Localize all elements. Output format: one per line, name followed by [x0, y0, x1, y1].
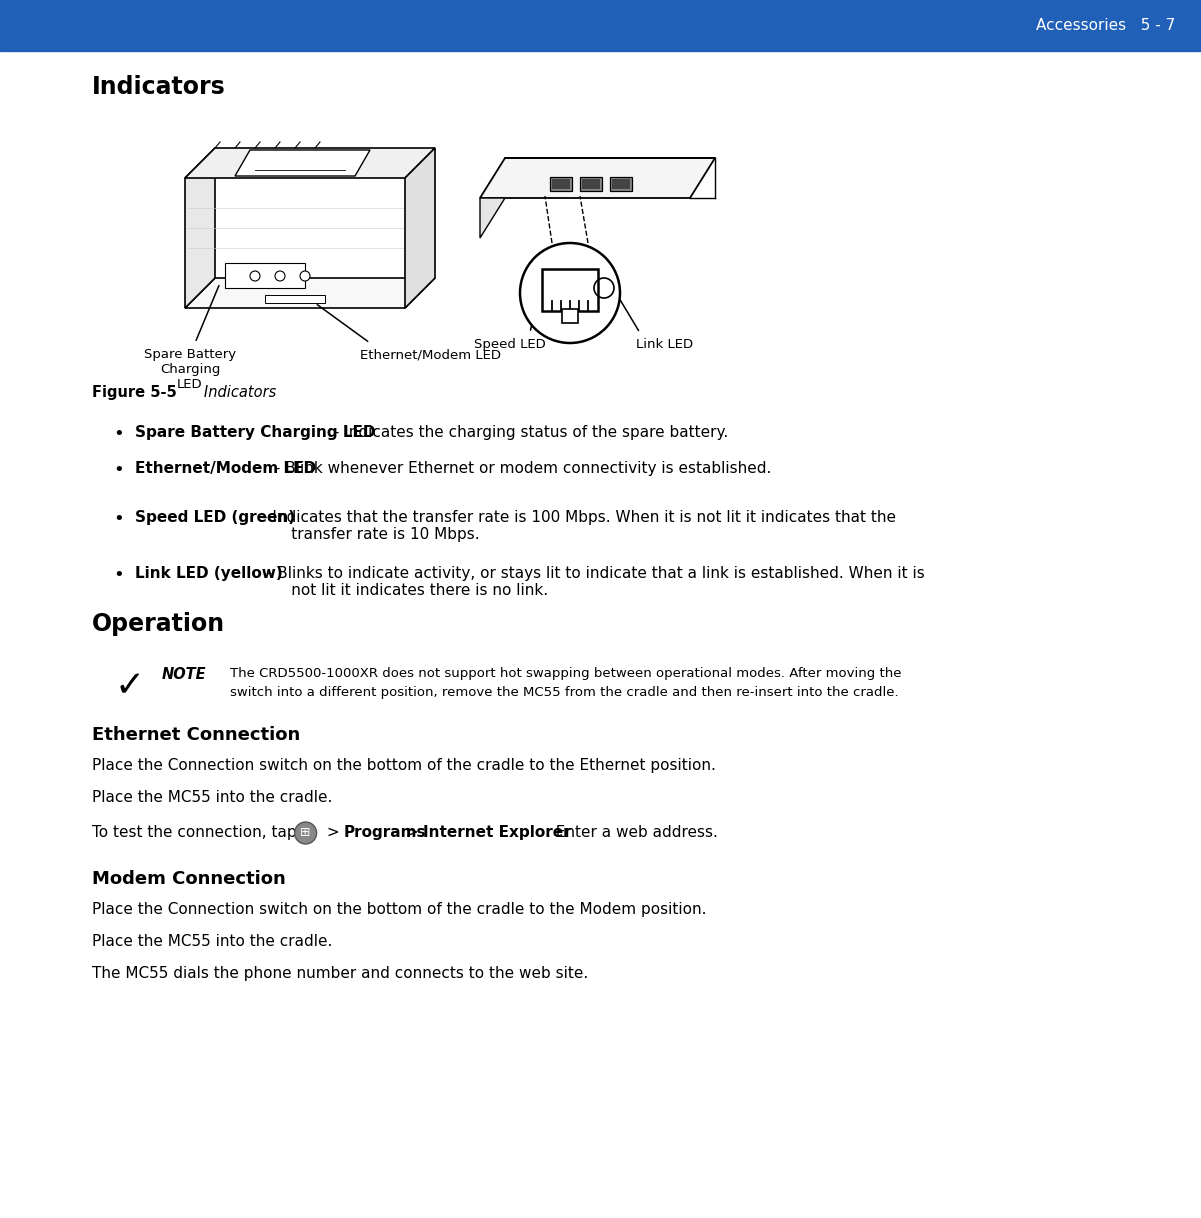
Circle shape [300, 270, 310, 281]
Text: . Enter a web address.: . Enter a web address. [545, 825, 717, 840]
Text: •: • [113, 460, 124, 479]
Polygon shape [235, 150, 370, 175]
Polygon shape [480, 158, 715, 199]
Circle shape [250, 270, 259, 281]
Text: - Indicates that the transfer rate is 100 Mbps. When it is not lit it indicates : - Indicates that the transfer rate is 10… [262, 510, 896, 542]
Bar [0, 0, 1201, 51]
Text: - Blinks to indicate activity, or stays lit to indicate that a link is establish: - Blinks to indicate activity, or stays … [262, 566, 925, 598]
Circle shape [275, 270, 285, 281]
Bar [265, 295, 325, 303]
Text: Speed LED: Speed LED [474, 339, 546, 351]
Text: - Indicates the charging status of the spare battery.: - Indicates the charging status of the s… [329, 425, 729, 440]
Circle shape [520, 244, 620, 343]
Bar [562, 309, 578, 323]
Text: Indicators: Indicators [92, 76, 226, 99]
Text: ⊞: ⊞ [300, 826, 311, 838]
Text: The MC55 dials the phone number and connects to the web site.: The MC55 dials the phone number and conn… [92, 966, 588, 980]
Bar [542, 269, 598, 311]
Text: To test the connection, tap: To test the connection, tap [92, 825, 301, 840]
Polygon shape [185, 149, 435, 178]
Text: Accessories   5 - 7: Accessories 5 - 7 [1035, 18, 1175, 33]
Text: •: • [113, 510, 124, 527]
Text: Ethernet/Modem LED: Ethernet/Modem LED [359, 348, 501, 361]
Text: Link LED (yellow): Link LED (yellow) [135, 566, 282, 581]
Polygon shape [185, 278, 435, 308]
Text: Operation: Operation [92, 611, 225, 636]
Circle shape [294, 822, 317, 844]
Text: NOTE: NOTE [162, 667, 207, 682]
Text: Spare Battery
Charging
LED: Spare Battery Charging LED [144, 348, 237, 391]
Text: >: > [322, 825, 345, 840]
Text: - Blink whenever Ethernet or modem connectivity is established.: - Blink whenever Ethernet or modem conne… [270, 460, 771, 476]
Text: Indicators: Indicators [190, 385, 276, 400]
Text: Spare Battery Charging LED: Spare Battery Charging LED [135, 425, 376, 440]
Bar [580, 177, 602, 191]
Text: ✓: ✓ [115, 669, 145, 703]
Text: >: > [401, 825, 424, 840]
Text: Place the Connection switch on the bottom of the cradle to the Ethernet position: Place the Connection switch on the botto… [92, 758, 716, 773]
Text: Speed LED (green): Speed LED (green) [135, 510, 295, 525]
Text: switch into a different position, remove the MC55 from the cradle and then re-in: switch into a different position, remove… [231, 686, 898, 699]
Bar [582, 179, 600, 189]
Text: The CRD5500-1000XR does not support hot swapping between operational modes. Afte: The CRD5500-1000XR does not support hot … [231, 667, 902, 680]
Text: Place the MC55 into the cradle.: Place the MC55 into the cradle. [92, 790, 333, 805]
Text: Programs: Programs [343, 825, 426, 840]
Bar [225, 263, 305, 287]
Text: Figure 5-5: Figure 5-5 [92, 385, 177, 400]
Polygon shape [185, 149, 215, 308]
Text: Place the Connection switch on the bottom of the cradle to the Modem position.: Place the Connection switch on the botto… [92, 903, 706, 917]
Text: Ethernet Connection: Ethernet Connection [92, 726, 300, 744]
Polygon shape [405, 149, 435, 308]
Text: Ethernet/Modem LED: Ethernet/Modem LED [135, 460, 316, 476]
Text: •: • [113, 566, 124, 583]
Bar [613, 179, 631, 189]
Bar [552, 179, 570, 189]
Text: Place the MC55 into the cradle.: Place the MC55 into the cradle. [92, 934, 333, 949]
Text: •: • [113, 425, 124, 443]
Polygon shape [480, 199, 504, 238]
Text: Modem Connection: Modem Connection [92, 870, 286, 888]
Text: Internet Explorer: Internet Explorer [423, 825, 570, 840]
Bar [610, 177, 632, 191]
Text: Link LED: Link LED [637, 339, 693, 351]
Bar [550, 177, 572, 191]
